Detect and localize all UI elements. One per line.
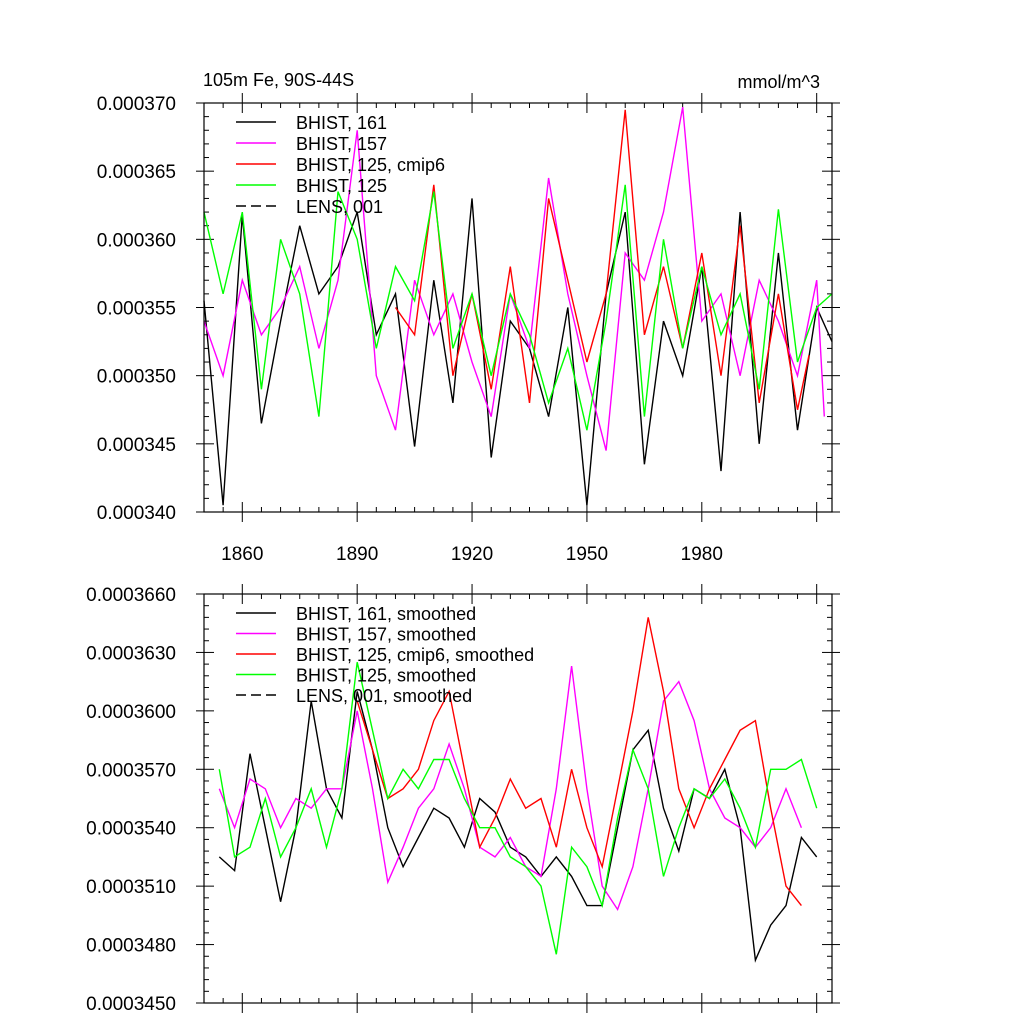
x-tick-label: 1860 [221,544,263,565]
bottom-panel-y-tick-labels: 0.0003450 0.0003480 0.0003510 0.0003540 0.00… [86,585,176,1015]
y-tick-label: 0.000345 [97,435,176,456]
y-tick-label: 0.0003600 [86,702,176,723]
top-panel: 105m Fe, 90S-44S mmol/m^3 0.0003400.0003… [97,70,840,565]
legend-label: BHIST, 157, smoothed [296,625,476,645]
y-tick-label: 0.000350 [97,367,176,388]
bottom-panel-series [218,617,818,963]
y-tick-label: 0.000365 [97,162,176,183]
y-tick-label: 0.0003570 [86,760,176,781]
top-panel-title: 105m Fe, 90S-44S [203,70,354,90]
y-tick-label: 0.0003510 [86,877,176,898]
bottom-panel-frame [203,593,833,1004]
y-tick-label: 0.0003450 [86,994,176,1015]
y-tick-label: 0.000370 [97,94,176,115]
series-line [394,109,810,410]
series-line [203,184,833,431]
legend-label: BHIST, 125, cmip6, smoothed [296,645,534,665]
legend-label: BHIST, 161, smoothed [296,604,476,624]
y-tick-label: 0.000360 [97,230,176,251]
bottom-panel: 0.0003450 0.0003480 0.0003510 0.0003540 0.00… [86,584,840,1015]
legend-label: LENS, 001 [296,197,383,217]
top-panel-x-tick-labels: 1860 1890 1920 1950 1980 [221,544,723,565]
legend-label: BHIST, 125, cmip6 [296,155,445,175]
top-panel-y-tick-labels: 0.000340 0.000345 0.000350 0.000355 0.000360… [97,94,176,524]
y-tick-label: 0.000340 [97,503,176,524]
legend-label: BHIST, 161 [296,113,387,133]
bottom-panel-ticks [196,584,840,1013]
series-line [218,666,803,912]
y-tick-label: 0.0003660 [86,585,176,606]
top-panel-frame [203,102,833,513]
x-tick-label: 1980 [681,544,723,565]
y-tick-label: 0.000355 [97,299,176,320]
series-line [356,617,802,907]
series-line [218,662,818,955]
x-tick-label: 1890 [336,544,378,565]
legend-label: BHIST, 157 [296,134,387,154]
legend-label: LENS, 001, smoothed [296,686,472,706]
series-line [218,691,818,963]
y-tick-label: 0.0003540 [86,819,176,840]
top-panel-series [203,106,833,506]
legend-label: BHIST, 125 [296,176,387,196]
y-tick-label: 0.0003480 [86,936,176,957]
top-panel-units: mmol/m^3 [738,72,820,92]
legend-label: BHIST, 125, smoothed [296,666,476,686]
x-tick-label: 1950 [566,544,608,565]
y-tick-label: 0.0003630 [86,643,176,664]
x-tick-label: 1920 [451,544,493,565]
series-line [203,106,825,451]
